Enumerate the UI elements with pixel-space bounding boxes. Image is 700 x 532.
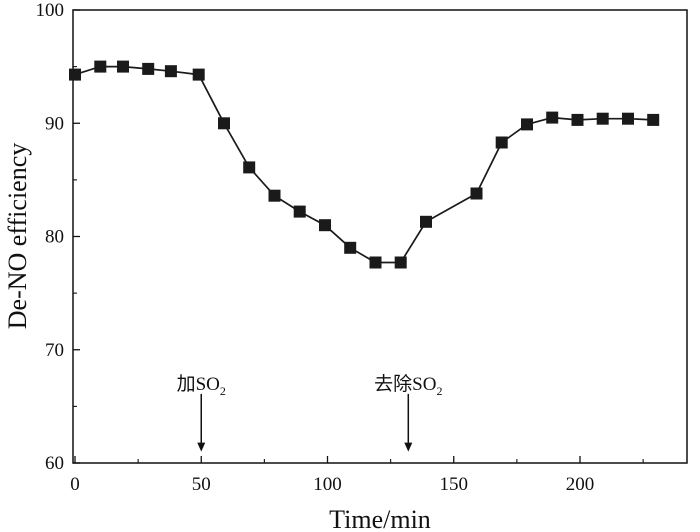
data-point [243, 161, 256, 174]
data-point [420, 215, 432, 228]
data-point [470, 187, 483, 200]
data-point [293, 205, 306, 218]
y-tick-label: 80 [45, 227, 64, 248]
annotation-arrow-head [197, 442, 206, 452]
data-point [69, 68, 81, 81]
data-point [647, 113, 660, 126]
y-tick-label: 90 [45, 113, 64, 134]
x-tick-label: 200 [566, 474, 595, 495]
x-axis-title: Time/min [329, 505, 431, 532]
y-axis-title: De-NO efficiency [3, 143, 32, 329]
annotation-label: 加SO2 [177, 373, 226, 398]
data-point [164, 65, 177, 78]
data-point [268, 189, 281, 202]
series-line [74, 65, 654, 264]
x-tick-label: 100 [313, 474, 342, 495]
annotation-label: 去除SO2 [374, 373, 442, 398]
data-point [521, 118, 533, 131]
x-tick-label: 50 [192, 474, 211, 495]
y-tick-label: 60 [45, 453, 64, 474]
x-tick-label: 0 [70, 474, 80, 495]
data-point [344, 241, 357, 254]
plot-frame [72, 9, 688, 464]
data-point [394, 256, 407, 269]
data-point [319, 219, 331, 232]
data-point [369, 256, 382, 269]
data-point [596, 112, 609, 125]
data-point [117, 60, 129, 73]
data-point [546, 111, 559, 124]
data-point [192, 68, 205, 81]
data-point [218, 117, 230, 130]
data-series [69, 60, 660, 269]
data-point [94, 60, 107, 73]
x-tick-label: 150 [440, 474, 469, 495]
annotations: 加SO2 去除SO2 [177, 373, 442, 452]
axis-ticks [73, 9, 644, 464]
y-tick-label: 100 [36, 0, 65, 21]
axis-tick-labels: 0 50 100 150 200 60 70 80 90 100 [36, 0, 595, 495]
y-tick-label: 70 [45, 340, 64, 361]
data-point [571, 113, 584, 126]
annotation-arrow-head [404, 442, 413, 452]
data-point [495, 136, 508, 149]
data-point [622, 112, 634, 125]
data-point [142, 62, 155, 75]
